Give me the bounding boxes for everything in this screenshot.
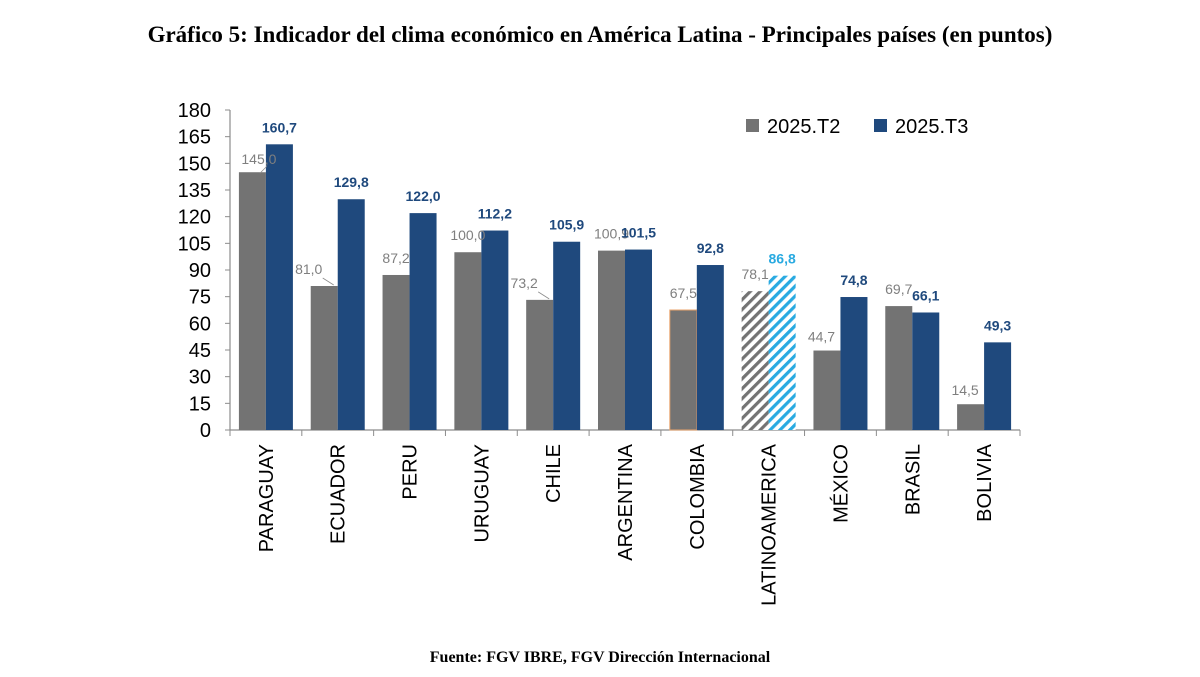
value-label-t2: 67,5 [670,285,697,301]
y-tick-label: 15 [189,393,211,415]
legend-swatch [746,119,759,132]
bar-2025-t3-peru [409,213,437,430]
y-tick-label: 75 [189,287,211,309]
value-label-t2: 44,7 [808,329,835,345]
category-label: ARGENTINA [615,443,637,560]
chart-value-labels: 145,0 160,7 81,0 129,8 87,2 122,0 100,0 112,2 73… [241,119,1011,398]
value-label-t3: 105,9 [549,217,584,233]
category-label: PARAGUAY [256,444,278,552]
value-label-t2: 73,2 [511,275,538,291]
label-leader-line [259,165,268,174]
y-tick-label: 180 [178,100,211,122]
bar-2025-t2-ecuador [310,286,338,430]
bar-2025-t3-ecuador [337,199,365,430]
bar-2025-t3-argentina [625,249,652,430]
label-leader-line [322,277,334,286]
chart-title: Gráfico 5: Indicador del clima económico… [147,22,1053,47]
category-label: MÉXICO [829,444,852,523]
category-label: LATINOAMERICA [759,443,781,606]
chart-legend: 2025.T2 2025.T3 [746,116,968,138]
value-label-t2: 145,0 [241,151,276,167]
label-leader-line [537,291,550,300]
value-label-t3: 86,8 [769,251,796,267]
y-tick-label: 60 [189,313,211,335]
bar-2025-t3-bolivia [984,342,1012,430]
value-label-t2: 81,0 [295,261,322,277]
category-label: PERU [400,444,422,500]
y-tick-label: 120 [178,207,211,229]
value-label-t3: 122,0 [406,188,441,204]
legend-label: 2025.T3 [895,116,968,138]
value-label-t2: 100,0 [450,227,485,243]
chart-bars [238,144,1012,431]
bar-2025-t3-uruguay [481,230,509,430]
value-label-t3: 92,8 [697,240,724,256]
bar-2025-t3-chile [553,241,581,430]
y-tick-label: 30 [189,367,211,389]
value-label-t2: 69,7 [885,281,912,297]
category-label: COLOMBIA [687,443,709,549]
bar-2025-t2-brasil [885,306,913,430]
value-label-t3: 101,5 [621,225,656,241]
value-label-t2: 78,1 [742,266,769,282]
bar-2025-t2-latinoamerica [741,291,769,430]
category-label: CHILE [543,444,565,503]
value-label-t3: 49,3 [984,317,1011,333]
bar-2025-t3-méxico [840,297,868,430]
chart-source: Fuente: FGV IBRE, FGV Dirección Internac… [429,649,771,666]
y-tick-label: 165 [178,127,211,149]
y-tick-label: 105 [178,233,211,255]
value-label-t3: 129,8 [334,174,369,190]
bar-2025-t3-colombia [696,265,724,430]
legend-swatch [874,119,887,132]
y-tick-label: 135 [178,180,211,202]
chart-category-labels: PARAGUAY ECUADOR PERU URUGUAY CHILE ARGENTINA… [256,443,996,606]
bar-2025-t2-argentina [598,250,625,430]
bar-2025-t2-uruguay [454,252,482,430]
bar-2025-t2-bolivia [957,404,985,430]
bar-2025-t3-paraguay [265,144,293,431]
value-label-t3: 74,8 [840,272,867,288]
bar-2025-t2-paraguay [238,172,266,430]
category-label: BOLIVIA [974,443,996,521]
bar-2025-t2-méxico [813,350,841,430]
y-tick-label: 90 [189,260,211,282]
category-label: URUGUAY [471,444,493,543]
bar-2025-t2-chile [526,299,554,430]
value-label-t3: 66,1 [912,287,939,303]
y-tick-label: 0 [200,420,211,442]
value-label-t3: 160,7 [262,119,297,135]
bar-2025-t3-latinoamerica [768,275,796,430]
value-label-t3: 112,2 [478,206,512,222]
y-tick-label: 45 [189,340,211,362]
value-label-t2: 87,2 [382,250,409,266]
category-label: ECUADOR [328,444,350,544]
legend-label: 2025.T2 [767,116,840,138]
value-label-t2: 14,5 [951,382,978,398]
value-label-t2: 100,9 [594,226,629,242]
bar-2025-t2-peru [382,274,410,430]
bar-2025-t3-brasil [912,312,940,430]
category-label: BRASIL [902,444,924,515]
y-tick-label: 150 [178,153,211,175]
bar-2025-t2-colombia [669,309,698,431]
